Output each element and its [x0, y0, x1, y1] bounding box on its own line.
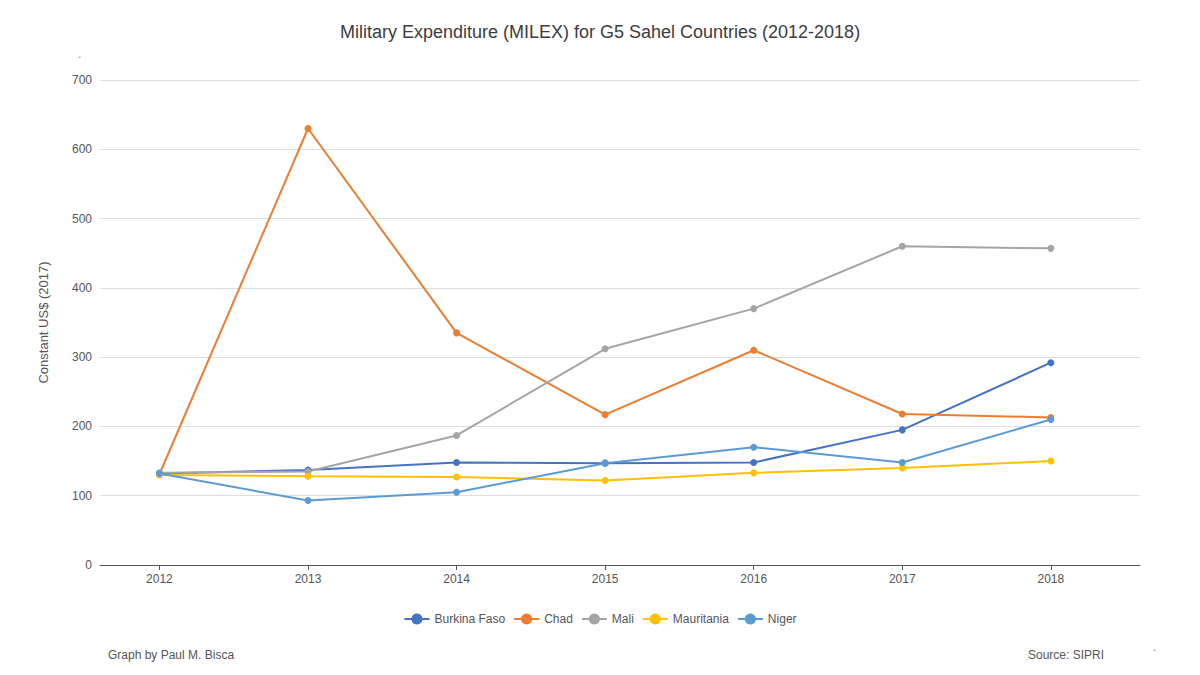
svg-text:2015: 2015: [592, 572, 619, 586]
svg-text:2018: 2018: [1038, 572, 1065, 586]
svg-text:2012: 2012: [146, 572, 173, 586]
svg-text:2017: 2017: [889, 572, 916, 586]
svg-text:Burkina Faso: Burkina Faso: [434, 612, 505, 626]
svg-text:2014: 2014: [443, 572, 470, 586]
svg-text:Mali: Mali: [612, 612, 634, 626]
svg-text:400: 400: [72, 281, 92, 295]
svg-text:2013: 2013: [295, 572, 322, 586]
svg-text:600: 600: [72, 142, 92, 156]
svg-text:Constant US$ (2017): Constant US$ (2017): [36, 261, 51, 383]
svg-text:Graph by Paul M. Bisca: Graph by Paul M. Bisca: [108, 648, 234, 662]
svg-text:Niger: Niger: [768, 612, 797, 626]
svg-text:500: 500: [72, 212, 92, 226]
svg-text:200: 200: [72, 419, 92, 433]
svg-text:Mauritania: Mauritania: [673, 612, 729, 626]
svg-text:300: 300: [72, 350, 92, 364]
svg-text:.: .: [78, 47, 81, 61]
svg-text:100: 100: [72, 489, 92, 503]
svg-text:2016: 2016: [740, 572, 767, 586]
svg-text:Chad: Chad: [544, 612, 573, 626]
svg-text:700: 700: [72, 73, 92, 87]
svg-text:.: .: [1153, 640, 1156, 654]
svg-text:0: 0: [85, 558, 92, 572]
svg-text:Military Expenditure (MILEX) f: Military Expenditure (MILEX) for G5 Sahe…: [340, 22, 860, 42]
svg-text:Source: SIPRI: Source: SIPRI: [1028, 648, 1104, 662]
